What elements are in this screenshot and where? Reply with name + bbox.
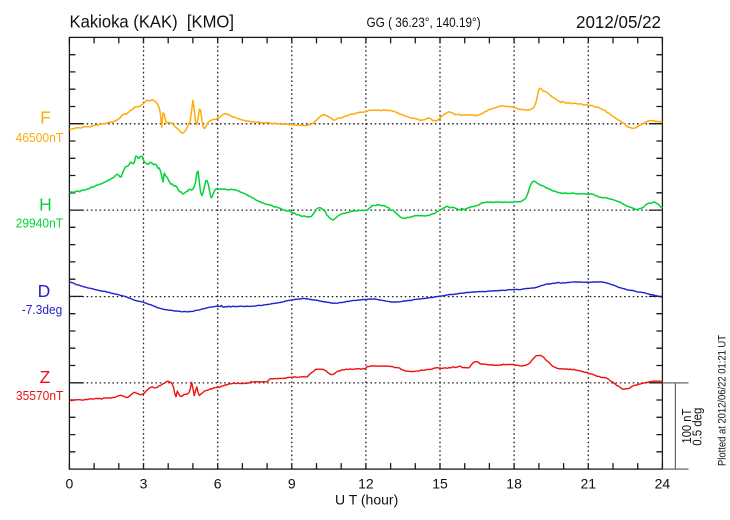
svg-text:2012/05/22: 2012/05/22	[576, 12, 661, 32]
svg-text:18: 18	[506, 476, 522, 492]
svg-text:-7.3deg: -7.3deg	[22, 302, 62, 317]
svg-text:12: 12	[358, 476, 374, 492]
svg-text:9: 9	[288, 476, 296, 492]
svg-text:Kakioka (KAK) [KMO]: Kakioka (KAK) [KMO]	[70, 12, 235, 32]
svg-text:35570nT: 35570nT	[16, 388, 64, 403]
svg-text:D: D	[38, 281, 51, 301]
svg-text:6: 6	[214, 476, 222, 492]
svg-text:24: 24	[655, 476, 671, 492]
svg-text:U T (hour): U T (hour)	[335, 492, 398, 508]
svg-text:3: 3	[140, 476, 148, 492]
svg-text:21: 21	[581, 476, 597, 492]
svg-text:0: 0	[66, 476, 74, 492]
svg-text:F: F	[40, 108, 51, 128]
svg-text:46500nT: 46500nT	[16, 130, 64, 145]
svg-text:H: H	[39, 194, 52, 214]
svg-text:0.5 deg: 0.5 deg	[690, 408, 705, 446]
svg-text:GG ( 36.23°, 140.19°): GG ( 36.23°, 140.19°)	[367, 15, 481, 30]
svg-text:Plotted at 2012/06/22 01:21 UT: Plotted at 2012/06/22 01:21 UT	[717, 335, 729, 466]
svg-text:29940nT: 29940nT	[16, 215, 63, 230]
svg-text:Z: Z	[40, 367, 51, 387]
svg-text:15: 15	[432, 476, 448, 492]
svg-text:100 nT: 100 nT	[679, 409, 694, 444]
